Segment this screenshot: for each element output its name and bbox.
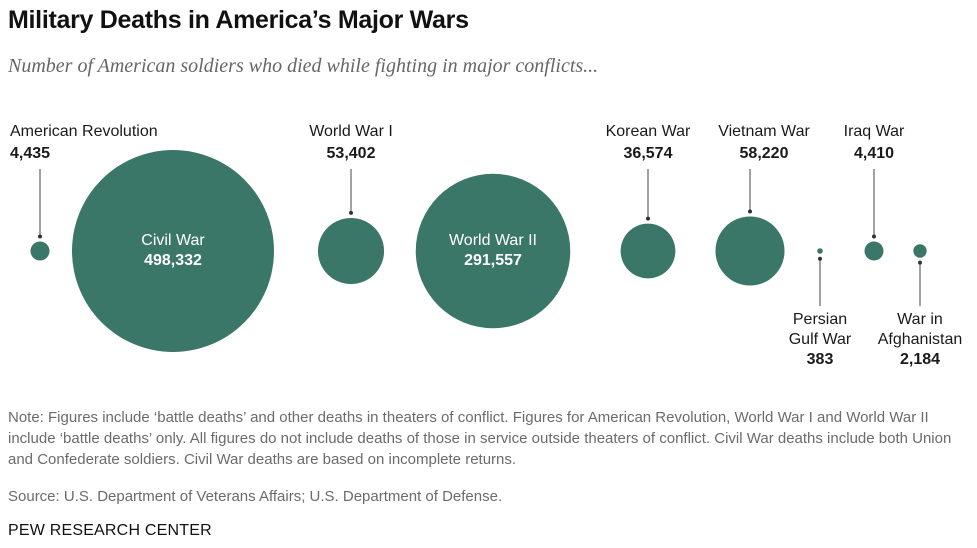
bubble-world-war-ii	[415, 173, 571, 329]
bubble-label-american-revolution: American Revolution	[10, 123, 158, 140]
leader-dot-persian-gulf-war	[818, 256, 822, 261]
bubble-american-revolution	[30, 241, 50, 261]
bubble-label-vietnam-war: Vietnam War	[718, 123, 810, 140]
bubble-vietnam-war	[715, 216, 785, 286]
bubble-world-war-i	[317, 217, 385, 285]
bubble-war-in-afghanistan	[913, 244, 927, 258]
bubble-label-iraq-war: Iraq War	[844, 123, 905, 140]
bubble-label-persian-gulf-war-line2: Gulf War	[789, 331, 852, 348]
bubble-persian-gulf-war	[817, 248, 823, 254]
bubble-label-korean-war: Korean War	[606, 123, 691, 140]
bubble-value-civil-war: 498,332	[144, 252, 202, 269]
bubble-civil-war	[72, 150, 274, 352]
bubble-value-war-in-afghanistan: 2,184	[900, 351, 940, 368]
bubble-label-world-war-ii: World War II	[449, 232, 537, 249]
bubble-iraq-war	[864, 241, 884, 261]
chart-source: Source: U.S. Department of Veterans Affa…	[8, 488, 503, 505]
leader-dot-american-revolution	[38, 234, 42, 239]
bubble-value-iraq-war: 4,410	[854, 145, 894, 162]
org-credit: PEW RESEARCH CENTER	[8, 522, 212, 539]
bubble-label-war-in-afghanistan: War in	[897, 311, 943, 328]
bubble-value-korean-war: 36,574	[624, 145, 673, 162]
bubble-value-vietnam-war: 58,220	[740, 145, 789, 162]
bubble-value-world-war-i: 53,402	[327, 145, 376, 162]
bubble-value-american-revolution: 4,435	[10, 145, 50, 162]
chart-subtitle: Number of American soldiers who died whi…	[8, 55, 599, 77]
chart-note: Note: Figures include ‘battle deaths’ an…	[8, 409, 952, 468]
bubble-label-world-war-i: World War I	[309, 123, 393, 140]
bubble-label-civil-war: Civil War	[141, 232, 205, 249]
bubble-label-war-in-afghanistan-line2: Afghanistan	[878, 331, 963, 348]
bubble-value-persian-gulf-war: 383	[807, 351, 834, 368]
bubble-korean-war	[620, 223, 676, 279]
leader-dot-korean-war	[646, 216, 650, 221]
bubble-chart: American Revolution 4,435 Civil War 498,332…	[10, 123, 963, 368]
leader-dot-war-in-afghanistan	[918, 260, 922, 265]
leader-dot-iraq-war	[872, 234, 876, 239]
bubble-value-world-war-ii: 291,557	[464, 252, 522, 269]
leader-dot-world-war-i	[349, 210, 353, 215]
chart-title: Military Deaths in America’s Major Wars	[8, 6, 469, 34]
bubble-label-persian-gulf-war: Persian	[793, 311, 847, 328]
leader-dot-vietnam-war	[748, 209, 752, 214]
